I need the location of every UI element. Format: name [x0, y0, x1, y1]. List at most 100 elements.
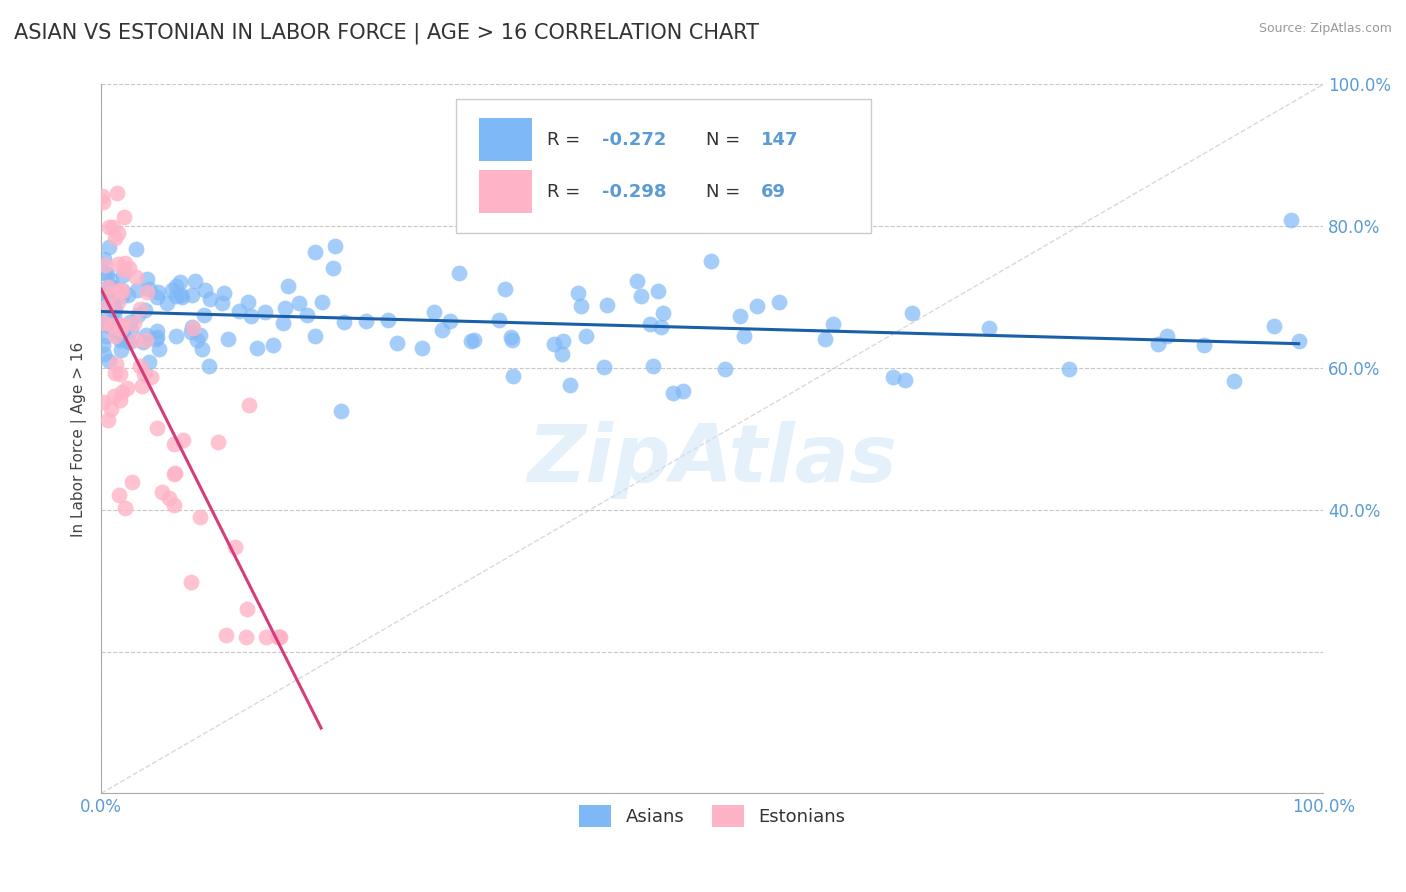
- Text: Source: ZipAtlas.com: Source: ZipAtlas.com: [1258, 22, 1392, 36]
- Point: [115, 381, 138, 395]
- Point: [107, 295, 129, 310]
- Point: [638, 317, 661, 331]
- Point: [188, 510, 211, 524]
- Point: [104, 366, 127, 380]
- Text: -0.272: -0.272: [602, 131, 666, 149]
- Point: [162, 498, 184, 512]
- Point: [246, 341, 269, 355]
- Point: [114, 256, 136, 270]
- Point: [311, 295, 333, 310]
- Point: [768, 294, 790, 309]
- Point: [103, 388, 125, 402]
- Point: [567, 285, 589, 300]
- Point: [98, 353, 121, 368]
- Point: [145, 420, 167, 434]
- Point: [181, 288, 204, 302]
- Point: [132, 368, 155, 382]
- Point: [543, 337, 565, 351]
- Point: [215, 628, 238, 642]
- Point: [132, 335, 155, 350]
- Point: [100, 318, 122, 332]
- Point: [200, 292, 222, 306]
- Point: [323, 239, 346, 253]
- Point: [163, 437, 186, 451]
- Point: [262, 338, 284, 352]
- Point: [118, 315, 141, 329]
- Point: [165, 328, 187, 343]
- Point: [129, 359, 152, 373]
- Point: [111, 285, 134, 299]
- Point: [112, 211, 135, 225]
- Point: [647, 284, 669, 298]
- Point: [651, 306, 673, 320]
- Point: [97, 413, 120, 427]
- Point: [228, 303, 250, 318]
- Point: [502, 368, 524, 383]
- Point: [135, 333, 157, 347]
- Text: N =: N =: [706, 131, 741, 149]
- Point: [103, 309, 125, 323]
- Point: [103, 292, 125, 306]
- Point: [267, 631, 290, 645]
- Point: [224, 540, 246, 554]
- Point: [1057, 361, 1080, 376]
- Point: [108, 368, 131, 382]
- Point: [94, 312, 117, 326]
- Point: [551, 347, 574, 361]
- Point: [650, 320, 672, 334]
- Point: [138, 355, 160, 369]
- Point: [108, 318, 131, 333]
- Point: [146, 290, 169, 304]
- Point: [94, 282, 117, 296]
- Point: [979, 320, 1001, 334]
- Point: [104, 231, 127, 245]
- Point: [100, 402, 122, 417]
- Point: [165, 289, 187, 303]
- Point: [97, 280, 120, 294]
- Point: [463, 333, 485, 347]
- Point: [112, 328, 135, 343]
- Point: [745, 299, 768, 313]
- Point: [387, 336, 409, 351]
- Point: [254, 631, 277, 645]
- Point: [211, 296, 233, 310]
- Point: [104, 357, 127, 371]
- Point: [733, 329, 755, 343]
- Point: [135, 272, 157, 286]
- Point: [267, 631, 290, 645]
- Point: [700, 253, 723, 268]
- Point: [882, 370, 904, 384]
- Point: [91, 290, 114, 304]
- Point: [135, 327, 157, 342]
- Point: [152, 484, 174, 499]
- Point: [193, 308, 215, 322]
- Point: [253, 304, 276, 318]
- Point: [93, 394, 115, 409]
- Point: [110, 343, 132, 357]
- FancyBboxPatch shape: [456, 99, 870, 234]
- Point: [1223, 374, 1246, 388]
- Point: [560, 378, 582, 392]
- Point: [91, 296, 114, 310]
- Point: [333, 315, 356, 329]
- Point: [180, 319, 202, 334]
- Point: [1279, 212, 1302, 227]
- Point: [111, 289, 134, 303]
- Point: [94, 266, 117, 280]
- Point: [900, 305, 922, 319]
- Point: [136, 285, 159, 299]
- Point: [641, 359, 664, 373]
- Point: [117, 287, 139, 301]
- Point: [169, 275, 191, 289]
- Point: [100, 286, 122, 301]
- Point: [728, 310, 751, 324]
- Point: [120, 322, 142, 336]
- Point: [593, 359, 616, 374]
- Point: [96, 318, 118, 333]
- Text: R =: R =: [547, 183, 581, 202]
- Point: [91, 338, 114, 352]
- Point: [146, 324, 169, 338]
- Point: [107, 487, 129, 501]
- Y-axis label: In Labor Force | Age > 16: In Labor Force | Age > 16: [72, 342, 87, 536]
- Point: [295, 309, 318, 323]
